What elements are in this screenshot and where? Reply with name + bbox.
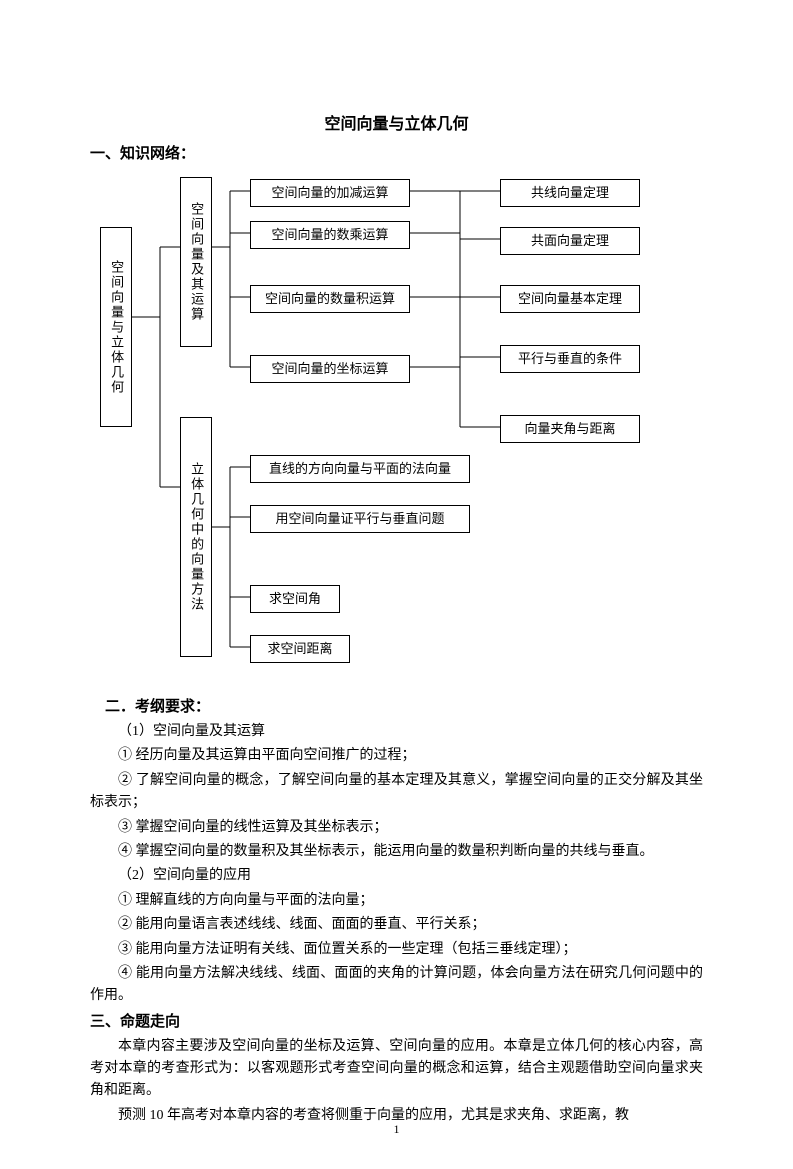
doc-title: 空间向量与立体几何 [90,110,703,134]
req1-3: ③ 掌握空间向量的线性运算及其坐标表示； [90,817,703,839]
b1-item-1: 空间向量的加减运算 [250,179,410,207]
b2-item-2: 用空间向量证平行与垂直问题 [250,505,470,533]
req2-4: ④ 能用向量方法解决线线、线面、面面的夹角的计算问题，体会向量方法在研究几何问题… [90,963,703,1008]
section-1-heading: 一、知识网络： [90,142,703,163]
req2-1: ① 理解直线的方向向量与平面的法向量； [90,890,703,912]
trend-p1: 本章内容主要涉及空间向量的坐标及运算、空间向量的应用。本章是立体几何的核心内容，… [90,1036,703,1103]
right-item-5: 向量夹角与距离 [500,415,640,443]
section-3-heading: 三、命题走向 [90,1010,703,1034]
b1-item-3: 空间向量的数量积运算 [250,285,410,313]
right-item-3: 空间向量基本定理 [500,285,640,313]
tree-root: 空间向量与立体几何 [100,227,132,427]
b2-item-1: 直线的方向向量与平面的法向量 [250,455,470,483]
req1-title: （1）空间向量及其运算 [90,721,703,743]
b2-item-4: 求空间距离 [250,635,350,663]
right-item-2: 共面向量定理 [500,227,640,255]
req2-2: ② 能用向量语言表述线线、线面、面面的垂直、平行关系； [90,914,703,936]
tree-branch-2: 立体几何中的向量方法 [180,417,212,657]
b2-item-3: 求空间角 [250,585,340,613]
tree-branch-1: 空间向量及其运算 [180,177,212,347]
b1-item-4: 空间向量的坐标运算 [250,355,410,383]
b1-item-2: 空间向量的数乘运算 [250,221,410,249]
page-number: 1 [0,1122,793,1137]
body-text: 二．考纲要求： （1）空间向量及其运算 ① 经历向量及其运算由平面向空间推广的过… [90,695,703,1127]
req2-title: （2）空间向量的应用 [90,865,703,887]
req1-2: ② 了解空间向量的概念，了解空间向量的基本定理及其意义，掌握空间向量的正交分解及… [90,770,703,815]
req1-1: ① 经历向量及其运算由平面向空间推广的过程； [90,745,703,767]
req2-3: ③ 能用向量方法证明有关线、面位置关系的一些定理（包括三垂线定理）； [90,939,703,961]
page: 空间向量与立体几何 一、知识网络： [0,0,793,1169]
knowledge-tree: 空间向量与立体几何 空间向量及其运算 立体几何中的向量方法 空间向量的加减运算 … [90,167,703,687]
right-item-4: 平行与垂直的条件 [500,345,640,373]
right-item-1: 共线向量定理 [500,179,640,207]
req1-4: ④ 掌握空间向量的数量积及其坐标表示，能运用向量的数量积判断向量的共线与垂直。 [90,841,703,863]
section-2-heading: 二．考纲要求： [90,695,703,719]
